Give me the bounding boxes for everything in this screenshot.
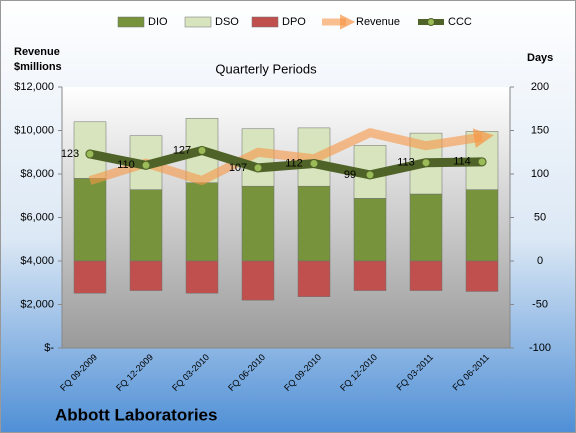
bar <box>73 178 107 262</box>
bar <box>185 260 219 294</box>
bar <box>73 260 107 294</box>
ccc-marker <box>477 157 487 167</box>
footer: Abbott Laboratories <box>55 405 217 424</box>
data-label: 113 <box>397 157 415 169</box>
ccc-marker <box>85 149 95 159</box>
y2-tick-label: 200 <box>531 81 549 93</box>
bar <box>353 260 387 291</box>
data-label: 114 <box>453 156 471 168</box>
legend-label: Revenue <box>356 16 400 28</box>
y-axis-label: $millions <box>14 61 62 73</box>
plot-area <box>62 87 510 348</box>
y-tick-label: $6,000 <box>20 211 54 223</box>
bar <box>409 260 443 291</box>
legend-swatch <box>184 16 212 28</box>
y-tick-label: $4,000 <box>20 255 54 267</box>
y2-tick-label: 0 <box>537 255 543 267</box>
ccc-marker <box>197 146 207 156</box>
bar <box>465 260 499 292</box>
legend-swatch <box>427 18 435 26</box>
bar <box>185 182 219 262</box>
bar <box>465 189 499 262</box>
y-tick-label: $10,000 <box>14 124 54 136</box>
y-tick-label: $8,000 <box>20 168 54 180</box>
bar <box>129 260 163 291</box>
y-tick-label: $- <box>44 342 54 354</box>
y2-tick-label: 50 <box>534 211 546 223</box>
legend-label: DSO <box>215 16 239 28</box>
y2-axis-label: Days <box>527 52 553 64</box>
legend-swatch <box>251 16 279 28</box>
bar <box>297 260 331 297</box>
data-label: 107 <box>229 162 247 174</box>
data-label: 99 <box>344 169 356 181</box>
bar <box>129 189 163 262</box>
y2-tick-label: 150 <box>531 124 549 136</box>
legend-label: CCC <box>448 16 472 28</box>
data-label: 112 <box>285 157 303 169</box>
bar <box>241 260 275 301</box>
ccc-marker <box>365 170 375 180</box>
data-label: 123 <box>61 148 79 160</box>
y-axis-label: Revenue <box>14 46 60 58</box>
chart-subtitle: Quarterly Periods <box>215 61 317 76</box>
ccc-marker <box>309 159 319 169</box>
bar <box>241 185 275 262</box>
ccc-marker <box>421 158 431 168</box>
bar <box>409 193 443 262</box>
y-tick-label: $2,000 <box>20 298 54 310</box>
ccc-line <box>85 146 487 180</box>
data-label: 110 <box>117 159 135 171</box>
legend-label: DIO <box>148 16 168 28</box>
y2-tick-label: -50 <box>532 298 548 310</box>
y-tick-label: $12,000 <box>14 81 54 93</box>
bar <box>297 185 331 262</box>
ccc-marker <box>253 163 263 173</box>
data-label: 127 <box>173 144 191 156</box>
bar <box>353 198 387 262</box>
y2-tick-label: 100 <box>531 168 549 180</box>
legend-label: DPO <box>282 16 306 28</box>
ccc-marker <box>141 160 151 170</box>
legend-swatch <box>117 16 145 28</box>
y2-tick-label: -100 <box>529 342 551 354</box>
